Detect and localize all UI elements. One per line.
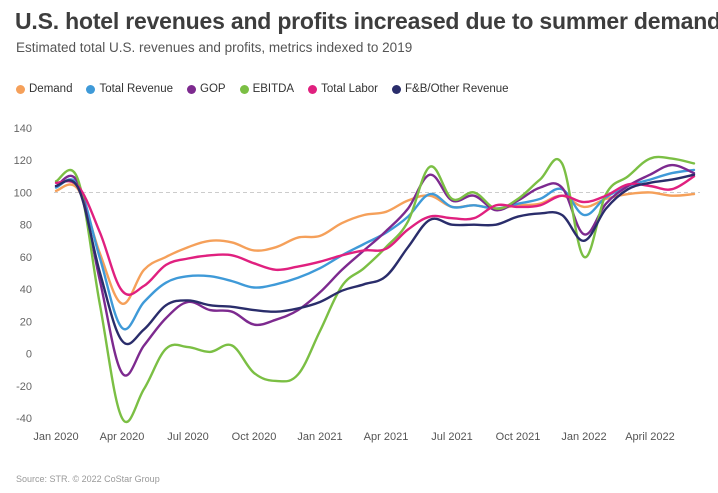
x-tick-label: Apr 2021 — [364, 431, 409, 443]
legend-swatch — [392, 84, 402, 94]
legend-swatch — [187, 84, 196, 94]
series-line-f-b-other-revenue — [54, 173, 696, 346]
page-title: U.S. hotel revenues and profits increase… — [15, 8, 718, 34]
series-line-total-revenue — [54, 168, 696, 331]
legend-swatch — [16, 84, 25, 94]
legend-item-ebitda: EBITDA — [239, 83, 295, 95]
legend-label: Demand — [29, 83, 73, 95]
x-tick-label: Apr 2020 — [100, 431, 145, 443]
y-tick-label: 140 — [14, 123, 32, 135]
y-tick-label: 0 — [26, 349, 32, 361]
legend-item-f-b-other-revenue: F&B/Other Revenue — [392, 83, 509, 95]
x-tick-label: Jul 2021 — [431, 431, 473, 443]
legend-item-total-labor: Total Labor — [308, 83, 378, 95]
y-tick-label: 40 — [20, 284, 32, 296]
y-tick-label: 60 — [20, 252, 32, 264]
y-tick-label: 20 — [20, 316, 32, 328]
series-line-ebitda — [54, 155, 696, 424]
legend-label: F&B/Other Revenue — [405, 83, 509, 95]
y-tick-label: 120 — [14, 155, 32, 167]
x-tick-label: Jul 2020 — [167, 431, 209, 443]
x-tick-label: Oct 2020 — [232, 431, 277, 443]
legend-item-total-revenue: Total Revenue — [86, 83, 173, 95]
y-tick-label: -40 — [16, 413, 32, 425]
series-line-demand — [54, 183, 696, 305]
legend-label: EBITDA — [252, 83, 295, 95]
legend-label: Total Revenue — [99, 83, 173, 95]
x-tick-label: Jan 2021 — [297, 431, 342, 443]
x-tick-label: Oct 2021 — [496, 431, 541, 443]
chart-legend: Demand Total Revenue GOP EBITDA Total Labor F… — [16, 83, 509, 95]
x-tick-label: April 2022 — [625, 431, 675, 443]
legend-item-demand: Demand — [16, 83, 72, 95]
y-tick-label: 100 — [14, 187, 32, 199]
legend-label: GOP — [200, 83, 226, 95]
y-tick-label: -20 — [16, 381, 32, 393]
series-line-total-labor — [54, 175, 696, 296]
y-tick-label: 80 — [20, 220, 32, 232]
legend-label: Total Labor — [321, 83, 379, 95]
legend-swatch — [239, 84, 249, 94]
series-line-gop — [54, 163, 696, 377]
source-note: Source: STR. © 2022 CoStar Group — [16, 474, 160, 484]
legend-swatch — [308, 84, 318, 94]
x-tick-label: Jan 2020 — [33, 431, 78, 443]
page-subtitle: Estimated total U.S. revenues and profit… — [16, 40, 413, 55]
x-tick-label: Jan 2022 — [561, 431, 606, 443]
legend-item-gop: GOP — [187, 83, 226, 95]
legend-swatch — [86, 84, 96, 94]
line-chart: -40 -20 0 20 40 60 80 100 120 140 Jan 2020 Apr 2020… — [14, 123, 700, 443]
